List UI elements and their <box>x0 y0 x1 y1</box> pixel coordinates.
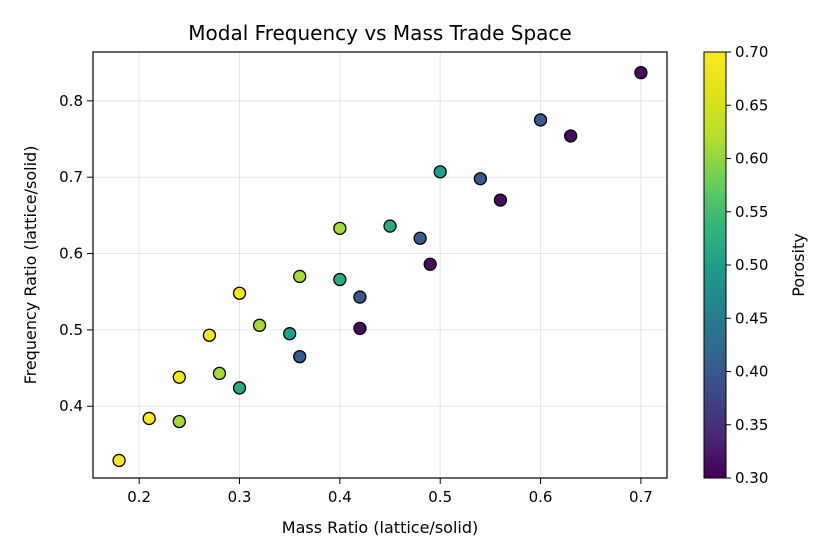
y-tick-label: 0.4 <box>59 397 83 415</box>
y-axis-label: Frequency Ratio (lattice/solid) <box>21 146 40 385</box>
colorbar-tick-label: 0.55 <box>735 203 768 221</box>
data-point <box>413 231 427 245</box>
data-point <box>232 381 247 395</box>
colorbar <box>703 51 727 479</box>
data-point <box>353 321 367 336</box>
chart-title: Modal Frequency vs Mass Trade Space <box>188 21 571 45</box>
colorbar-tick-label: 0.30 <box>735 469 768 487</box>
colorbar-tick-label: 0.65 <box>735 96 768 114</box>
data-point <box>473 172 487 186</box>
data-point <box>433 165 447 179</box>
x-tick-label: 0.4 <box>328 488 352 506</box>
data-point <box>423 257 437 271</box>
data-point <box>172 370 186 384</box>
y-tick-label: 0.7 <box>59 168 83 186</box>
y-tick-label: 0.6 <box>59 245 83 263</box>
x-tick-label: 0.2 <box>127 488 151 506</box>
data-point <box>533 113 548 127</box>
data-point <box>333 221 347 236</box>
data-point <box>383 219 397 233</box>
data-point <box>112 453 126 468</box>
x-tick-label: 0.6 <box>529 488 553 506</box>
x-axis-label: Mass Ratio (lattice/solid) <box>282 518 478 537</box>
y-tick-label: 0.8 <box>59 92 83 110</box>
data-point <box>634 65 648 80</box>
x-axis-ticks: 0.2 0.3 0.4 0.5 0.6 0.7 <box>127 478 653 506</box>
colorbar-tick-label: 0.40 <box>735 363 768 381</box>
colorbar-label: Porosity <box>789 233 808 296</box>
data-points <box>112 65 648 468</box>
data-point <box>293 349 307 364</box>
data-point <box>232 286 247 300</box>
colorbar-tick-label: 0.60 <box>735 150 768 168</box>
x-tick-label: 0.5 <box>428 488 452 506</box>
data-point <box>283 327 297 341</box>
data-point <box>202 328 217 342</box>
data-point <box>333 272 347 287</box>
x-tick-label: 0.7 <box>629 488 653 506</box>
colorbar-tick-label: 0.70 <box>735 43 768 61</box>
colorbar-tick-label: 0.50 <box>735 256 768 274</box>
data-point <box>564 129 578 143</box>
data-point <box>353 290 367 304</box>
plot-frame <box>92 51 668 479</box>
data-point <box>493 193 508 207</box>
grid-lines <box>93 52 667 478</box>
data-point <box>142 411 156 426</box>
data-point <box>212 366 227 381</box>
data-point <box>293 269 307 284</box>
data-point <box>172 414 186 429</box>
colorbar-tick-label: 0.35 <box>735 416 768 434</box>
colorbar-ticks: 0.30 0.35 0.40 0.45 0.50 0.55 0.60 0.65 0.70 <box>726 43 768 487</box>
colorbar-tick-label: 0.45 <box>735 309 768 327</box>
x-tick-label: 0.3 <box>228 488 252 506</box>
data-point <box>252 318 267 332</box>
y-tick-label: 0.5 <box>59 321 83 339</box>
y-axis-ticks: 0.4 0.5 0.6 0.7 0.8 <box>59 92 93 415</box>
